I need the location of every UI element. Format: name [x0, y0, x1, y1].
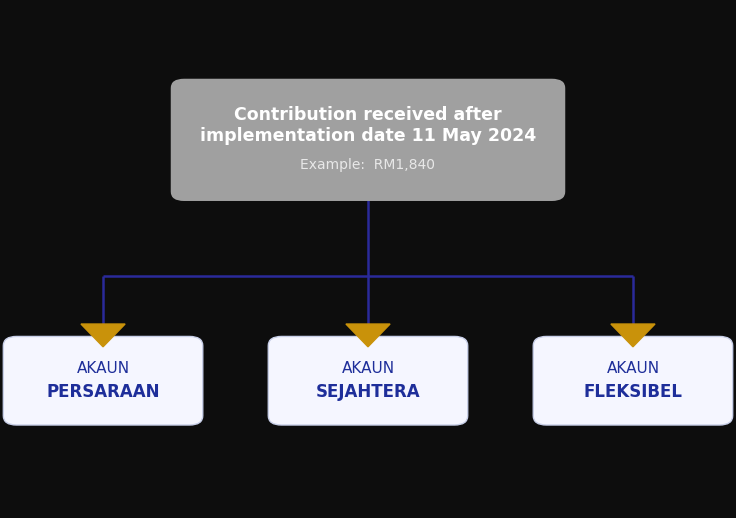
FancyBboxPatch shape [171, 79, 565, 201]
Text: SEJAHTERA: SEJAHTERA [316, 383, 420, 401]
Text: AKAUN: AKAUN [606, 361, 659, 376]
Text: AKAUN: AKAUN [342, 361, 394, 376]
Text: Example:  RM1,840: Example: RM1,840 [300, 157, 436, 172]
Text: FLEKSIBEL: FLEKSIBEL [584, 383, 682, 401]
Text: AKAUN: AKAUN [77, 361, 130, 376]
Polygon shape [81, 324, 125, 347]
FancyBboxPatch shape [268, 337, 468, 425]
Polygon shape [611, 324, 655, 347]
Text: PERSARAAN: PERSARAAN [46, 383, 160, 401]
FancyBboxPatch shape [4, 337, 202, 425]
Polygon shape [346, 324, 390, 347]
Text: Contribution received after: Contribution received after [234, 106, 502, 124]
FancyBboxPatch shape [533, 337, 732, 425]
Text: implementation date 11 May 2024: implementation date 11 May 2024 [200, 127, 536, 145]
